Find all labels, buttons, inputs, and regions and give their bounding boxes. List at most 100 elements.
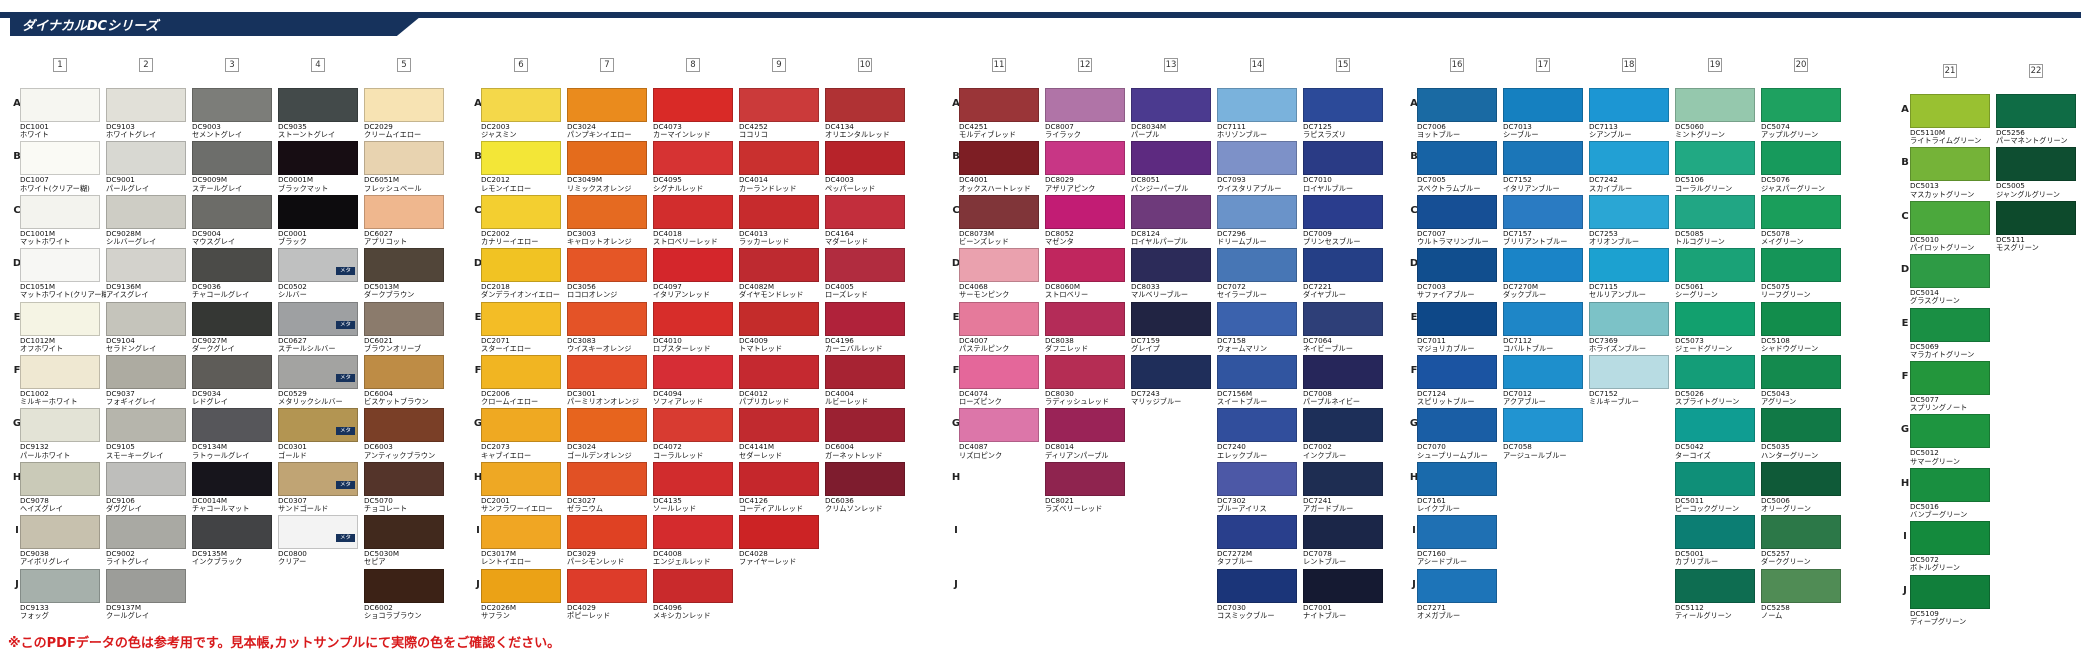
color-chip-dc4014[interactable]: DC4014 カーランドレッド xyxy=(739,141,819,192)
color-chip-dc7242[interactable]: DC7242 スカイブルー xyxy=(1589,141,1669,192)
color-chip-dc5074[interactable]: DC5074 アップルグリーン xyxy=(1761,88,1841,139)
color-swatch[interactable] xyxy=(1589,194,1669,229)
color-chip-dc4251[interactable]: DC4251 モルディブレッド xyxy=(959,88,1039,139)
color-swatch[interactable] xyxy=(106,88,186,122)
color-swatch[interactable] xyxy=(1303,248,1383,283)
color-swatch[interactable] xyxy=(1589,248,1669,283)
color-swatch[interactable] xyxy=(1417,568,1497,603)
color-chip-dc5106[interactable]: DC5106 コーラルグリーン xyxy=(1675,141,1755,192)
color-swatch[interactable] xyxy=(1417,408,1497,443)
color-swatch[interactable] xyxy=(1217,88,1297,122)
color-chip-dc9028m[interactable]: DC9028M シルバーグレイ xyxy=(106,194,186,246)
color-chip-dc4001[interactable]: DC4001 オックスハートレッド xyxy=(959,141,1039,192)
color-chip-dc5108[interactable]: DC5108 シャドウグリーン xyxy=(1761,301,1841,353)
color-swatch[interactable] xyxy=(192,355,272,389)
color-swatch[interactable] xyxy=(1910,521,1990,556)
color-swatch[interactable] xyxy=(192,141,272,176)
color-chip-dc8060m[interactable]: DC8060M ストロベリー xyxy=(1045,248,1125,299)
color-chip-dc5111[interactable]: DC5111 モスグリーン xyxy=(1996,200,2076,252)
color-chip-dc5006[interactable]: DC5006 オリーグリーン xyxy=(1761,461,1841,513)
color-chip-dc4141m[interactable]: DC4141M セダーレッド xyxy=(739,408,819,459)
color-chip-dc8038[interactable]: DC8038 ダフニレッド xyxy=(1045,301,1125,353)
color-swatch[interactable] xyxy=(825,194,905,229)
color-swatch[interactable] xyxy=(567,248,647,283)
color-chip-dc4095[interactable]: DC4095 シグナルレッド xyxy=(653,141,733,192)
color-chip-dc4094[interactable]: DC4094 ソフィアレッド xyxy=(653,355,733,406)
color-swatch[interactable] xyxy=(1910,147,1990,182)
color-swatch[interactable] xyxy=(653,461,733,496)
color-swatch[interactable] xyxy=(1131,301,1211,336)
color-chip-dc4196[interactable]: DC4196 カーニバルレッド xyxy=(825,301,905,353)
color-chip-dc9035[interactable]: DC9035 ストーントグレイ xyxy=(278,88,358,139)
color-chip-dc5109[interactable]: DC5109 ディープグリーン xyxy=(1910,574,1990,626)
color-swatch[interactable] xyxy=(1131,355,1211,389)
color-chip-dc5073[interactable]: DC5073 ジェードグリーン xyxy=(1675,301,1755,353)
color-chip-dc7159[interactable]: DC7159 グレイプ xyxy=(1131,301,1211,353)
color-swatch[interactable] xyxy=(653,88,733,122)
color-chip-dc0014m[interactable]: DC0014M チャコールマット xyxy=(192,461,272,513)
color-swatch[interactable] xyxy=(1503,248,1583,283)
color-chip-dc5078[interactable]: DC5078 メイグリーン xyxy=(1761,194,1841,246)
color-chip-dc4005[interactable]: DC4005 ローズレッド xyxy=(825,248,905,299)
color-swatch[interactable] xyxy=(1045,301,1125,336)
color-chip-dc1001m[interactable]: DC1001M マットホワイト xyxy=(20,194,100,246)
color-swatch[interactable] xyxy=(1503,408,1583,443)
color-chip-dc4007[interactable]: DC4007 パステルピンク xyxy=(959,301,1039,353)
color-chip-dc7113[interactable]: DC7113 シアンブルー xyxy=(1589,88,1669,139)
color-swatch[interactable] xyxy=(739,194,819,229)
color-swatch[interactable] xyxy=(192,88,272,122)
color-swatch[interactable] xyxy=(1131,141,1211,176)
color-swatch[interactable] xyxy=(1217,141,1297,176)
color-swatch[interactable] xyxy=(481,355,561,389)
color-chip-dc7009[interactable]: DC7009 プリンセスブルー xyxy=(1303,194,1383,246)
color-chip-dc7125[interactable]: DC7125 ラピスラズリ xyxy=(1303,88,1383,139)
color-swatch[interactable] xyxy=(20,141,100,176)
color-swatch[interactable] xyxy=(1503,141,1583,176)
color-chip-dc4134[interactable]: DC4134 オリエンタルレッド xyxy=(825,88,905,139)
color-chip-dc7003[interactable]: DC7003 サファイアブルー xyxy=(1417,248,1497,299)
color-chip-dc6002[interactable]: DC6002 ショコラブラウン xyxy=(364,568,444,620)
color-chip-dc4003[interactable]: DC4003 ペッパーレッド xyxy=(825,141,905,192)
color-swatch[interactable] xyxy=(1761,568,1841,603)
color-swatch[interactable] xyxy=(20,515,100,550)
color-chip-dc9103[interactable]: DC9103 ホワイトグレイ xyxy=(106,88,186,139)
color-swatch[interactable] xyxy=(1675,141,1755,176)
color-chip-dc9036[interactable]: DC9036 チャコールグレイ xyxy=(192,248,272,299)
color-swatch[interactable]: メタ xyxy=(278,355,358,389)
color-swatch[interactable] xyxy=(1503,194,1583,229)
color-swatch[interactable] xyxy=(825,248,905,283)
color-chip-dc7058[interactable]: DC7058 アージュールブルー xyxy=(1503,408,1583,459)
color-swatch[interactable] xyxy=(1910,200,1990,235)
color-chip-dc5257[interactable]: DC5257 ダークグリーン xyxy=(1761,515,1841,566)
color-swatch[interactable] xyxy=(1217,461,1297,496)
color-swatch[interactable] xyxy=(1503,301,1583,336)
color-chip-dc3017m[interactable]: DC3017M レントイエロー xyxy=(481,515,561,566)
color-chip-dc7272m[interactable]: DC7272M タフブルー xyxy=(1217,515,1297,566)
color-swatch[interactable] xyxy=(106,248,186,283)
color-swatch[interactable] xyxy=(739,141,819,176)
color-chip-dc5014[interactable]: DC5014 グラスグリーン xyxy=(1910,254,1990,305)
color-chip-dc8124[interactable]: DC8124 ロイヤルパープル xyxy=(1131,194,1211,246)
color-chip-dc7008[interactable]: DC7008 パープルネイビー xyxy=(1303,355,1383,406)
color-swatch[interactable] xyxy=(1045,88,1125,122)
color-swatch[interactable] xyxy=(567,515,647,550)
color-chip-dc7302[interactable]: DC7302 ブルーアイリス xyxy=(1217,461,1297,513)
color-chip-dc5112[interactable]: DC5112 ティールグリーン xyxy=(1675,568,1755,620)
color-swatch[interactable] xyxy=(1503,88,1583,122)
color-swatch[interactable] xyxy=(1761,194,1841,229)
color-chip-dc2029[interactable]: DC2029 クリームイエロー xyxy=(364,88,444,139)
color-swatch[interactable] xyxy=(1303,141,1383,176)
color-chip-dc3024[interactable]: DC3024 パンプキンイエロー xyxy=(567,88,647,139)
color-swatch[interactable] xyxy=(364,88,444,122)
color-chip-dc5035[interactable]: DC5035 ハンターグリーン xyxy=(1761,408,1841,459)
color-chip-dc7296[interactable]: DC7296 ドリームブルー xyxy=(1217,194,1297,246)
color-chip-dc0301[interactable]: メタ DC0301 ゴールド xyxy=(278,408,358,459)
color-swatch[interactable] xyxy=(825,408,905,443)
color-swatch[interactable] xyxy=(192,408,272,443)
color-swatch[interactable] xyxy=(1996,200,2076,235)
color-chip-dc2006[interactable]: DC2006 クロームイエロー xyxy=(481,355,561,406)
color-swatch[interactable] xyxy=(653,141,733,176)
color-chip-dc5060[interactable]: DC5060 ミントグリーン xyxy=(1675,88,1755,139)
color-swatch[interactable] xyxy=(481,301,561,336)
color-chip-dc7158[interactable]: DC7158 ウォームマリン xyxy=(1217,301,1297,353)
